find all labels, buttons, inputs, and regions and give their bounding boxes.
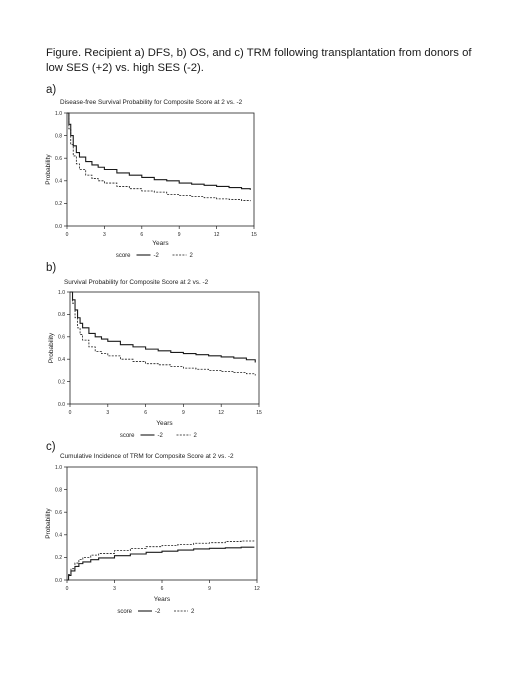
y-tick-label-a-3: 0.6 (55, 156, 62, 162)
plot-frame-b (69, 291, 260, 405)
y-tick-label-c-2: 0.4 (55, 533, 62, 539)
plot-frame-a (66, 112, 255, 227)
x-tick-label-a-4: 12 (214, 232, 220, 238)
y-tick-label-a-2: 0.4 (55, 179, 62, 185)
x-tick-label-b-5: 15 (256, 410, 262, 416)
x-tick-label-b-2: 6 (144, 410, 147, 416)
y-tick-label-c-4: 0.8 (55, 487, 62, 493)
figure-caption: Figure. Recipient a) DFS, b) OS, and c) … (46, 47, 472, 74)
x-tick-label-c-0: 0 (66, 586, 69, 592)
y-tick-label-a-0: 0.0 (55, 224, 62, 230)
x-tick-label-a-3: 9 (178, 232, 181, 238)
y-tick-label-b-2: 0.4 (58, 357, 65, 363)
y-axis-label-b: Probability (48, 332, 55, 363)
series-line-a-pos2 (67, 112, 251, 202)
x-axis-label-a: Years (152, 240, 169, 247)
x-tick-label-b-3: 9 (182, 410, 185, 416)
x-tick-label-a-5: 15 (251, 232, 257, 238)
y-tick-label-b-0: 0.0 (58, 402, 65, 408)
legend-label-c-1: 2 (191, 609, 195, 615)
legend-title-b: score (120, 433, 135, 439)
y-tick-label-b-3: 0.6 (58, 335, 65, 341)
x-tick-label-c-1: 3 (113, 586, 116, 592)
y-tick-label-c-3: 0.6 (55, 510, 62, 516)
y-axis-label-c: Probability (45, 508, 52, 539)
legend-label-b-0: -2 (158, 433, 164, 439)
x-tick-label-c-2: 6 (161, 586, 164, 592)
y-tick-label-b-1: 0.2 (58, 379, 65, 385)
x-axis-label-c: Years (154, 596, 171, 603)
y-tick-label-a-1: 0.2 (55, 201, 62, 207)
series-line-a-neg2 (67, 112, 251, 190)
x-tick-label-c-4: 12 (254, 586, 260, 592)
legend-label-a-1: 2 (190, 253, 194, 259)
x-tick-label-a-0: 0 (66, 232, 69, 238)
x-tick-label-b-0: 0 (69, 410, 72, 416)
legend-label-a-0: -2 (154, 253, 160, 259)
y-tick-label-a-4: 0.8 (55, 133, 62, 139)
series-line-b-neg2 (70, 291, 256, 363)
legend-title-a: score (116, 253, 131, 259)
y-tick-label-c-5: 1.0 (55, 465, 62, 471)
x-tick-label-b-4: 12 (218, 410, 224, 416)
panel-label-b: b) (46, 262, 57, 274)
x-tick-label-a-2: 6 (140, 232, 143, 238)
series-line-c-neg2 (67, 546, 255, 581)
chart-title-c: Cumulative Incidence of TRM for Composit… (60, 453, 234, 460)
x-axis-label-b: Years (156, 420, 173, 427)
chart-title-b: Survival Probability for Composite Score… (64, 279, 209, 286)
series-line-c-pos2 (67, 540, 255, 581)
series-line-b-pos2 (70, 291, 256, 376)
y-axis-label-a: Probability (45, 154, 52, 185)
panel-label-c: c) (46, 441, 56, 453)
panel-label-a: a) (46, 84, 57, 96)
plot-frame-c (66, 466, 258, 581)
chart-title-a: Disease-free Survival Probability for Co… (60, 99, 243, 106)
y-tick-label-b-5: 1.0 (58, 290, 65, 296)
legend-title-c: score (117, 609, 132, 615)
y-tick-label-a-5: 1.0 (55, 111, 62, 117)
x-tick-label-b-1: 3 (106, 410, 109, 416)
x-tick-label-c-3: 9 (208, 586, 211, 592)
legend-label-c-0: -2 (155, 609, 161, 615)
x-tick-label-a-1: 3 (103, 232, 106, 238)
y-tick-label-c-1: 0.2 (55, 555, 62, 561)
legend-label-b-1: 2 (194, 433, 198, 439)
y-tick-label-c-0: 0.0 (55, 578, 62, 584)
y-tick-label-b-4: 0.8 (58, 312, 65, 318)
